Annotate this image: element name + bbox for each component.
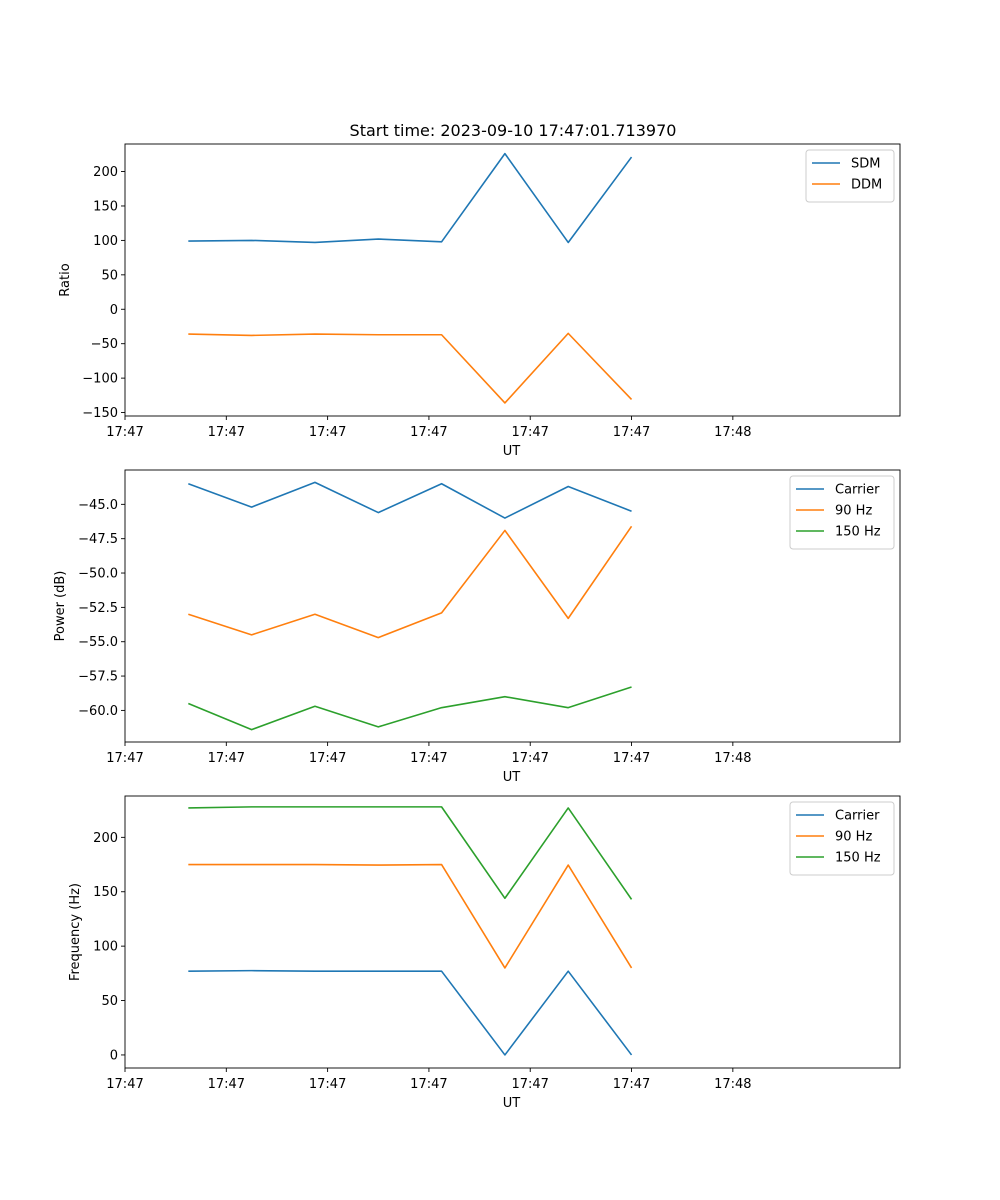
x-tick-label: 17:47 xyxy=(208,1077,245,1092)
x-tick-label: 17:47 xyxy=(511,1077,548,1092)
y-tick-label: −150 xyxy=(82,406,118,421)
legend: SDM DDM xyxy=(805,149,895,203)
series-line-90-hz xyxy=(188,863,633,969)
y-axis-label: Power (dB) xyxy=(53,571,68,642)
x-tick-label: 17:47 xyxy=(410,425,447,440)
legend-label: 150 Hz xyxy=(835,525,881,540)
legend: Carrier 90 Hz 150 Hz xyxy=(789,475,895,550)
panel-1: 17:47 17:47 17:47 17:47 17:47 17:47 17:48 −150 −… xyxy=(58,143,901,459)
x-tick-label: 17:47 xyxy=(309,425,346,440)
series-line-150-hz xyxy=(188,806,633,900)
y-tick-label: −60.0 xyxy=(78,704,118,719)
y-tick-label: 0 xyxy=(110,1048,118,1063)
figure-title: Start time: 2023-09-10 17:47:01.713970 xyxy=(350,121,677,140)
x-tick-label: 17:47 xyxy=(410,1077,447,1092)
legend-label: 90 Hz xyxy=(835,504,872,519)
y-axis-label: Ratio xyxy=(58,263,73,296)
x-tick-label: 17:47 xyxy=(511,751,548,766)
x-tick-label: 17:48 xyxy=(714,425,751,440)
y-tick-label: 100 xyxy=(93,940,118,955)
x-tick-label: 17:47 xyxy=(208,751,245,766)
x-tick-label: 17:47 xyxy=(208,425,245,440)
axes-frame xyxy=(124,469,901,743)
series-line-90-hz xyxy=(188,525,633,639)
y-tick-label: −100 xyxy=(82,372,118,387)
panel-2: 17:47 17:47 17:47 17:47 17:47 17:47 17:48 −60.0… xyxy=(53,469,901,785)
y-tick-label: −47.5 xyxy=(78,532,118,547)
x-tick-label: 17:47 xyxy=(410,751,447,766)
legend-box xyxy=(805,149,895,203)
series-line-ddm xyxy=(188,332,633,404)
axes-frame xyxy=(124,795,901,1069)
y-tick-label: 100 xyxy=(93,234,118,249)
legend-label: Carrier xyxy=(835,483,880,498)
y-tick-label: −50.0 xyxy=(78,567,118,582)
legend-label: DDM xyxy=(851,178,882,193)
x-tick-label: 17:48 xyxy=(714,751,751,766)
legend-label: 90 Hz xyxy=(835,830,872,845)
y-tick-label: −45.0 xyxy=(78,498,118,513)
chart-panels: 17:47 17:47 17:47 17:47 17:47 17:47 17:48 −150 −… xyxy=(53,143,901,1111)
x-tick-label: 17:47 xyxy=(613,425,650,440)
x-tick-label: 17:47 xyxy=(309,1077,346,1092)
y-axis-label: Frequency (Hz) xyxy=(68,883,83,981)
series-line-carrier xyxy=(188,481,632,519)
x-tick-label: 17:47 xyxy=(106,425,143,440)
series-line-150-hz xyxy=(188,686,632,731)
x-axis-label: UT xyxy=(503,444,521,459)
x-tick-label: 17:47 xyxy=(511,425,548,440)
axes-frame xyxy=(124,143,901,417)
y-tick-label: −50 xyxy=(91,337,118,352)
x-tick-label: 17:48 xyxy=(714,1077,751,1092)
x-tick-label: 17:47 xyxy=(309,751,346,766)
y-tick-label: −55.0 xyxy=(78,635,118,650)
y-tick-label: 150 xyxy=(93,199,118,214)
y-tick-label: −52.5 xyxy=(78,601,118,616)
y-tick-label: 200 xyxy=(93,831,118,846)
y-tick-label: 50 xyxy=(101,994,118,1009)
x-tick-label: 17:47 xyxy=(613,1077,650,1092)
series-line-sdm xyxy=(188,152,633,244)
x-axis-label: UT xyxy=(503,1096,521,1111)
x-tick-label: 17:47 xyxy=(106,751,143,766)
y-tick-label: −57.5 xyxy=(78,670,118,685)
series-line-carrier xyxy=(188,969,633,1056)
x-tick-label: 17:47 xyxy=(106,1077,143,1092)
y-tick-label: 150 xyxy=(93,885,118,900)
legend: Carrier 90 Hz 150 Hz xyxy=(789,801,895,876)
x-tick-label: 17:47 xyxy=(613,751,650,766)
y-tick-label: 0 xyxy=(110,303,118,318)
y-tick-label: 200 xyxy=(93,165,118,180)
legend-label: Carrier xyxy=(835,809,880,824)
y-tick-label: 50 xyxy=(101,268,118,283)
legend-label: SDM xyxy=(851,157,880,172)
panel-3: 17:47 17:47 17:47 17:47 17:47 17:47 17:48 0 50 10… xyxy=(68,795,901,1111)
x-axis-label: UT xyxy=(503,770,521,785)
legend-label: 150 Hz xyxy=(835,851,881,866)
